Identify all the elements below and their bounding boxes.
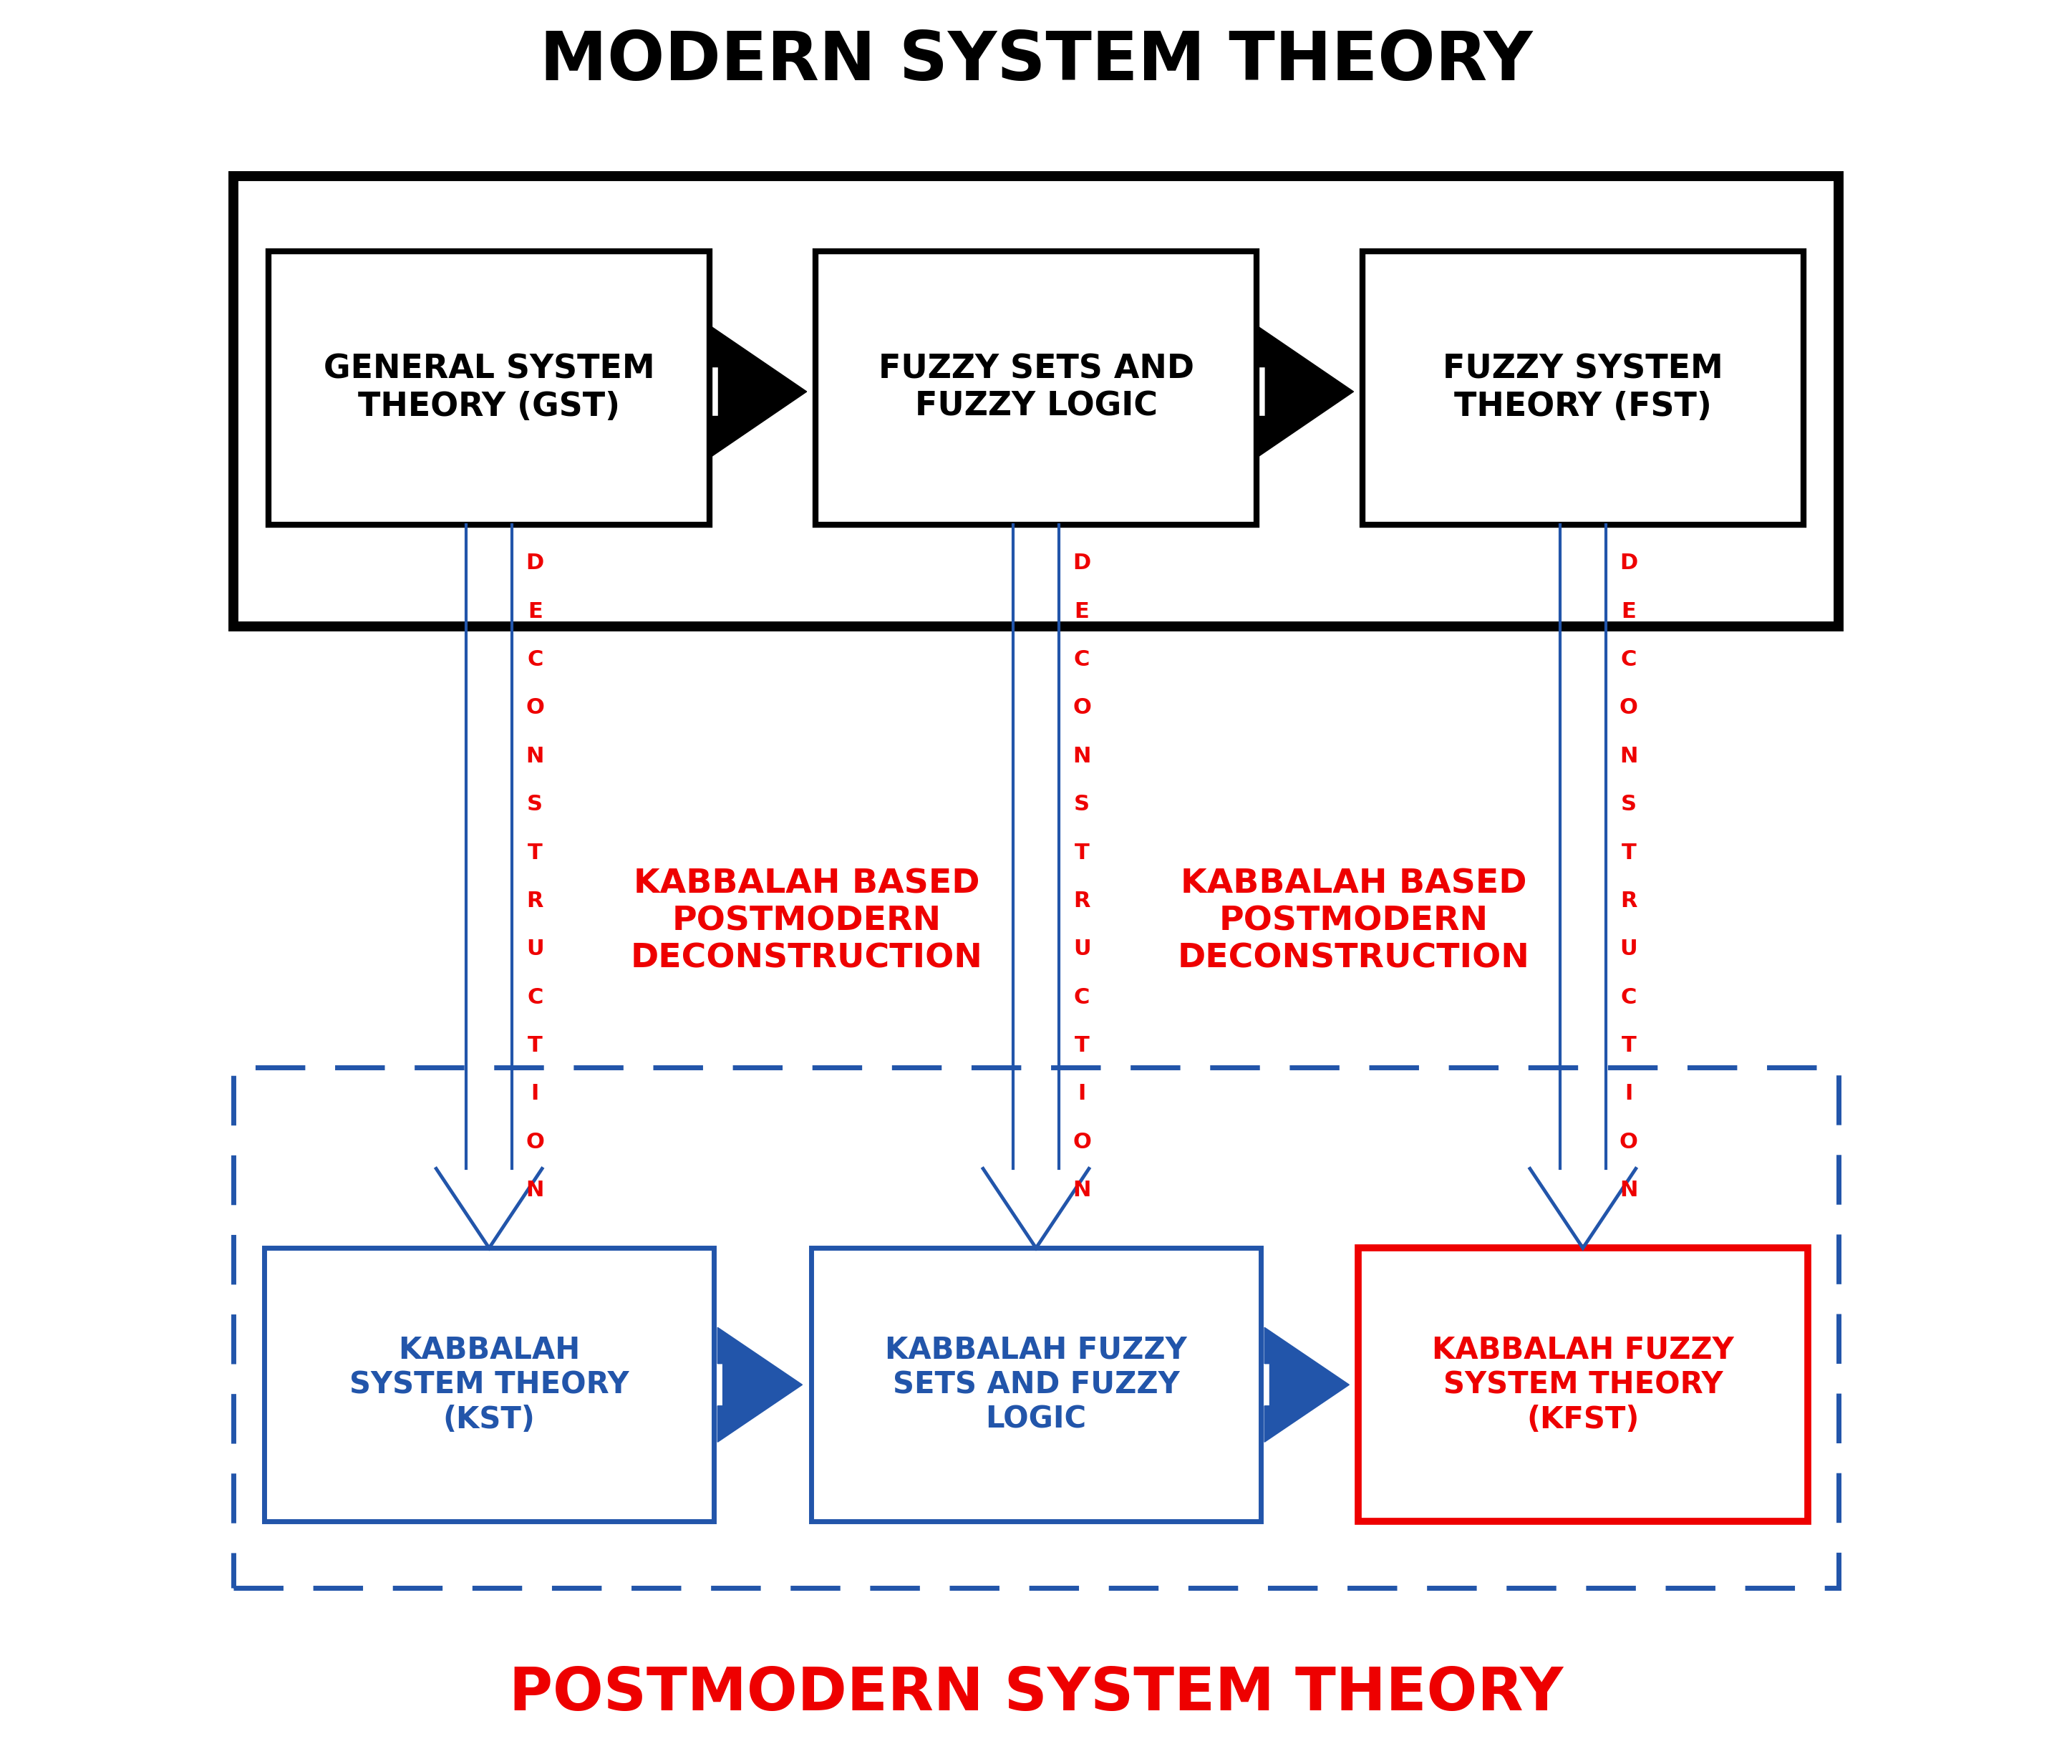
Text: R: R	[526, 891, 543, 912]
Text: O: O	[1620, 697, 1639, 718]
Text: KABBALAH FUZZY
SYSTEM THEORY
(KFST): KABBALAH FUZZY SYSTEM THEORY (KFST)	[1432, 1335, 1734, 1434]
Text: T: T	[1620, 1035, 1637, 1057]
Text: N: N	[1073, 746, 1092, 767]
Text: O: O	[526, 1131, 545, 1152]
Text: E: E	[1620, 602, 1637, 623]
Bar	[810, 1249, 1262, 1521]
Text: N: N	[1620, 1180, 1637, 1201]
FancyArrow shape	[709, 326, 806, 457]
Text: C: C	[1620, 649, 1637, 670]
Text: GENERAL SYSTEM
THEORY (GST): GENERAL SYSTEM THEORY (GST)	[323, 353, 655, 423]
Text: FUZZY SETS AND
FUZZY LOGIC: FUZZY SETS AND FUZZY LOGIC	[879, 353, 1193, 423]
Text: E: E	[528, 602, 543, 623]
FancyArrow shape	[1256, 326, 1353, 457]
Text: S: S	[1073, 794, 1090, 815]
Text: KABBALAH FUZZY
SETS AND FUZZY
LOGIC: KABBALAH FUZZY SETS AND FUZZY LOGIC	[885, 1335, 1187, 1434]
Text: R: R	[1620, 891, 1637, 912]
Text: U: U	[1620, 938, 1637, 960]
Text: POSTMODERN SYSTEM THEORY: POSTMODERN SYSTEM THEORY	[510, 1665, 1562, 1722]
Text: D: D	[1073, 552, 1090, 573]
Bar	[1363, 252, 1803, 526]
Text: N: N	[526, 746, 545, 767]
Text: D: D	[1620, 552, 1637, 573]
Text: O: O	[1620, 1131, 1639, 1152]
FancyArrow shape	[717, 1328, 802, 1443]
Text: T: T	[1620, 841, 1637, 863]
Text: KABBALAH
SYSTEM THEORY
(KST): KABBALAH SYSTEM THEORY (KST)	[350, 1335, 630, 1434]
Text: C: C	[1073, 649, 1090, 670]
Text: O: O	[526, 697, 545, 718]
Bar	[269, 252, 709, 526]
Text: C: C	[1073, 986, 1090, 1007]
Text: N: N	[1073, 1180, 1092, 1201]
Text: E: E	[1075, 602, 1090, 623]
Bar	[265, 1249, 715, 1521]
Text: N: N	[1620, 746, 1637, 767]
Bar	[816, 252, 1256, 526]
Text: KABBALAH BASED
POSTMODERN
DECONSTRUCTION: KABBALAH BASED POSTMODERN DECONSTRUCTION	[630, 868, 982, 975]
Bar	[234, 1067, 1838, 1588]
Text: C: C	[526, 986, 543, 1007]
Text: S: S	[1620, 794, 1637, 815]
Text: C: C	[1620, 986, 1637, 1007]
Text: I: I	[1624, 1083, 1633, 1104]
Bar	[234, 176, 1838, 626]
Text: T: T	[1075, 1035, 1090, 1057]
Text: O: O	[1073, 697, 1092, 718]
Text: S: S	[526, 794, 543, 815]
Text: T: T	[528, 841, 543, 863]
FancyArrow shape	[1264, 1328, 1349, 1443]
Text: O: O	[1073, 1131, 1092, 1152]
Bar	[1357, 1249, 1807, 1521]
Text: MODERN SYSTEM THEORY: MODERN SYSTEM THEORY	[539, 28, 1533, 95]
Text: FUZZY SYSTEM
THEORY (FST): FUZZY SYSTEM THEORY (FST)	[1442, 353, 1724, 423]
Text: I: I	[1077, 1083, 1086, 1104]
Text: T: T	[528, 1035, 543, 1057]
Text: KABBALAH BASED
POSTMODERN
DECONSTRUCTION: KABBALAH BASED POSTMODERN DECONSTRUCTION	[1177, 868, 1529, 975]
Text: N: N	[526, 1180, 545, 1201]
Text: I: I	[530, 1083, 539, 1104]
Text: C: C	[526, 649, 543, 670]
Text: U: U	[1073, 938, 1090, 960]
Text: D: D	[526, 552, 545, 573]
Text: U: U	[526, 938, 543, 960]
Text: R: R	[1073, 891, 1090, 912]
Text: T: T	[1075, 841, 1090, 863]
